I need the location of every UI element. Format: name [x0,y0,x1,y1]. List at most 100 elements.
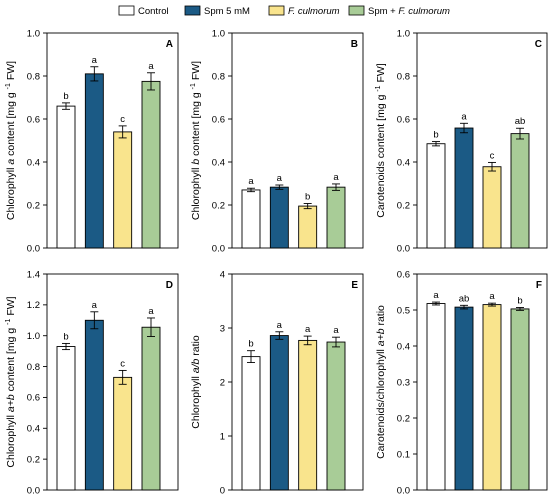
y-tick-label: 0.4 [397,341,410,352]
y-tick-label: 0.4 [397,157,410,168]
significance-letter: a [433,290,439,301]
panel-label: C [535,39,542,50]
y-tick-label: 1.0 [212,28,225,39]
plot-frame [231,32,364,249]
y-tick-label: 0.0 [397,485,410,496]
bar [426,303,446,491]
y-tick-label: 0 [220,485,225,496]
significance-letter: a [277,173,283,184]
bar [326,186,346,249]
y-tick-label: 1.4 [27,269,40,280]
y-tick-label: 1.0 [27,331,40,342]
y-axis-label: Chlorophyll b content [mg g -1 FW] [190,61,202,220]
y-tick-label: 4 [220,269,225,280]
bar [84,73,104,249]
y-tick-label: 1 [220,431,225,442]
bar [482,166,502,249]
legend-swatch [268,5,285,16]
y-tick-label: 0.0 [212,243,225,254]
y-axis-label: Chlorophyll a content [mg g -1 FW] [5,61,17,220]
bar [84,319,104,491]
significance-letter: a [333,172,339,183]
legend-swatch [118,5,135,16]
legend-label: Spm 5 mM [204,6,250,17]
y-axis-label: Chlorophyll a/b ratio [190,335,202,429]
legend-swatch [184,5,201,16]
bar [141,326,161,491]
bar [141,80,161,249]
significance-letter: ab [459,293,470,304]
plot-frame [416,32,548,249]
bar [426,143,446,249]
y-tick-label: 0.5 [397,305,410,316]
y-tick-label: 0.6 [27,114,40,125]
y-tick-label: 3 [220,323,225,334]
y-tick-label: 0.6 [397,114,410,125]
y-tick-label: 0.0 [27,485,40,496]
bar [454,306,474,491]
bar [269,335,289,491]
y-tick-label: 0.8 [27,362,40,373]
y-tick-label: 0.6 [397,269,410,280]
y-tick-label: 0.0 [397,243,410,254]
significance-letter: a [92,55,98,66]
bar [241,189,261,249]
panel-B: 0.0 0.2 0.4 0.6 0.8 1.0 Chlorophyll b content … [190,28,364,254]
y-tick-label: 0.6 [27,393,40,404]
significance-letter: a [305,324,311,335]
bar [56,346,76,491]
bar [113,376,133,491]
bar [56,105,76,249]
y-tick-label: 0.8 [27,71,40,82]
bar [241,356,261,491]
y-tick-label: 0.4 [27,424,40,435]
bar [510,133,530,249]
y-tick-label: 2 [220,377,225,388]
significance-letter: b [305,191,310,202]
y-tick-label: 0.0 [27,243,40,254]
bar [113,131,133,249]
y-axis-label: Chlorophyll a+b content [mg g -1 FW] [5,296,17,467]
y-tick-label: 0.1 [397,449,410,460]
panel-D: 0.0 0.2 0.4 0.6 0.8 1.0 1.2 1.4 Chlorophyll a+b … [5,269,179,496]
y-tick-label: 0.8 [212,71,225,82]
y-tick-label: 0.2 [27,454,40,465]
y-tick-label: 0.2 [397,413,410,424]
significance-letter: b [517,295,522,306]
legend-label: F. culmorum [288,6,340,17]
significance-letter: a [489,291,495,302]
bar [510,308,530,491]
bar [298,205,318,249]
significance-letter: b [248,339,253,350]
significance-letter: c [120,358,125,369]
panel-label: B [351,39,358,50]
significance-letter: a [333,325,339,336]
legend: Control Spm 5 mM F. culmorum Spm + F. culmo… [118,5,450,17]
significance-letter: c [490,150,495,161]
panels: 0.0 0.2 0.4 0.6 0.8 1.0 Chlorophyll a content … [5,28,548,496]
significance-letter: a [92,300,98,311]
bar [298,339,318,491]
y-tick-label: 1.2 [27,300,40,311]
panel-C: 0.0 0.2 0.4 0.6 0.8 1.0 Carotenoids content [m… [375,28,548,254]
y-axis-label: Carotenoids content [mg g -1 FW] [375,63,387,218]
significance-letter: ab [515,116,526,127]
bar [482,304,502,491]
legend-swatch [348,5,365,16]
legend-label: Control [138,6,169,17]
bar [326,341,346,491]
panel-label: D [166,280,173,291]
bar [454,127,474,249]
panel-A: 0.0 0.2 0.4 0.6 0.8 1.0 Chlorophyll a content … [5,28,179,254]
y-tick-label: 0.6 [212,114,225,125]
legend-label: Spm + F. culmorum [368,6,450,17]
y-tick-label: 0.4 [212,157,225,168]
significance-letter: a [148,61,154,72]
significance-letter: a [248,176,254,187]
y-tick-label: 0.2 [212,200,225,211]
plot-frame [46,273,179,491]
y-tick-label: 1.0 [397,28,410,39]
panel-label: A [166,39,173,50]
panel-label: E [351,280,358,291]
